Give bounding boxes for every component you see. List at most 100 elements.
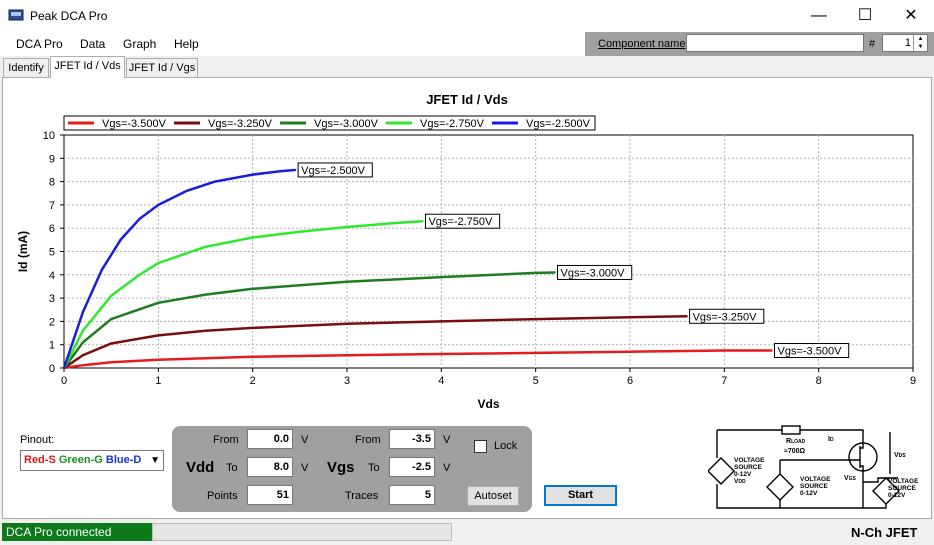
series-point xyxy=(440,275,443,279)
vgs-to-unit: V xyxy=(443,462,451,474)
vdd-from-input[interactable]: 0.0 xyxy=(247,429,293,449)
close-button[interactable]: ✕ xyxy=(904,7,918,24)
series-point xyxy=(109,317,113,321)
component-name-label[interactable]: Component name xyxy=(598,38,686,50)
pinout-source: Red-S xyxy=(24,454,56,466)
series-point xyxy=(138,273,141,276)
x-tick-label: 3 xyxy=(344,375,350,387)
series-point xyxy=(553,271,556,274)
tab-jfet-id-vgs[interactable]: JFET Id / Vgs xyxy=(126,58,198,77)
vds-label: VDS xyxy=(894,452,906,459)
series-point xyxy=(251,326,254,330)
series-end-label: Vgs=-3.250V xyxy=(693,311,758,323)
series-point xyxy=(81,329,85,332)
menu-help[interactable]: Help xyxy=(174,37,199,51)
minimize-button[interactable]: — xyxy=(811,7,827,24)
y-tick-label: 5 xyxy=(49,247,55,259)
pinout-drain: Blue-D xyxy=(102,454,142,466)
series-point xyxy=(251,287,254,290)
stepper-arrows-icon[interactable]: ▲ ▼ xyxy=(913,35,927,51)
y-axis-label: Id (mA) xyxy=(16,231,30,272)
lock-checkbox[interactable] xyxy=(474,440,487,453)
y-tick-label: 10 xyxy=(43,130,55,142)
series-point xyxy=(157,334,160,337)
series-point xyxy=(251,355,254,359)
series-end-label: Vgs=-3.500V xyxy=(778,346,843,358)
series-point xyxy=(109,360,113,364)
vdd-from-unit: V xyxy=(301,434,309,446)
rload-value: ≈700Ω xyxy=(784,448,806,455)
y-tick-label: 0 xyxy=(49,363,55,375)
pinout-select[interactable]: Red-S Green-G Blue-D ▼ xyxy=(20,450,164,471)
y-tick-label: 3 xyxy=(49,293,55,305)
series-point xyxy=(345,322,349,325)
vdd-from-label: From xyxy=(213,434,239,446)
start-button[interactable]: Start xyxy=(544,485,617,506)
vgs-to-input[interactable]: -2.5 xyxy=(389,457,435,477)
legend-box xyxy=(63,115,596,131)
menu-dca-pro[interactable]: DCA Pro xyxy=(16,37,63,51)
legend-entry: Vgs=-2.500V xyxy=(526,118,591,130)
vdd-source-label: VOLTAGE SOURCE 0-12V VDD xyxy=(734,457,766,485)
lock-label[interactable]: Lock xyxy=(494,440,518,452)
vdd-to-label: To xyxy=(226,462,238,474)
y-tick-label: 6 xyxy=(49,223,55,235)
series-point xyxy=(279,169,283,173)
tab-jfet-id-vds[interactable]: JFET Id / Vds xyxy=(50,56,125,78)
series-point xyxy=(392,221,396,225)
y-tick-label: 4 xyxy=(49,270,55,282)
series-end-label-box xyxy=(557,264,633,280)
y-tick-label: 9 xyxy=(49,153,55,165)
menu-graph[interactable]: Graph xyxy=(123,37,157,51)
chart-title: JFET Id / Vds xyxy=(426,92,508,107)
x-tick-label: 1 xyxy=(155,375,161,387)
x-tick-label: 6 xyxy=(627,375,633,387)
y-tick-label: 2 xyxy=(49,316,55,328)
series-point xyxy=(185,189,188,193)
series-point xyxy=(157,358,160,362)
series-end-label-box xyxy=(297,162,373,178)
pinout-label: Pinout: xyxy=(20,434,55,446)
x-tick-label: 4 xyxy=(438,375,444,387)
series-point xyxy=(440,352,443,356)
vdd-to-input[interactable]: 8.0 xyxy=(247,457,293,477)
points-input[interactable]: 51 xyxy=(247,485,293,505)
vgs-from-input[interactable]: -3.5 xyxy=(389,429,435,449)
series-point xyxy=(204,329,207,332)
series-point xyxy=(534,351,537,355)
series-point xyxy=(345,225,349,229)
x-tick-label: 5 xyxy=(533,375,539,387)
series-point xyxy=(157,301,160,304)
tab-identify[interactable]: Identify xyxy=(3,58,49,77)
series-point xyxy=(157,261,160,265)
x-tick-label: 2 xyxy=(250,375,256,387)
series-end-label-box xyxy=(689,308,765,324)
series-point xyxy=(685,315,688,318)
component-number-label: # xyxy=(869,38,876,50)
x-tick-label: 7 xyxy=(721,375,727,387)
series-point xyxy=(204,245,207,249)
autoset-button[interactable]: Autoset xyxy=(467,486,519,506)
y-tick-label: 8 xyxy=(49,177,55,189)
series-point xyxy=(723,349,726,352)
component-name-input[interactable] xyxy=(686,34,864,52)
series-point xyxy=(251,236,254,239)
series-point xyxy=(109,294,113,297)
series-point xyxy=(421,220,424,223)
chevron-down-icon[interactable]: ▼ xyxy=(150,455,160,466)
component-number-value: 1 xyxy=(904,37,911,49)
traces-input[interactable]: 5 xyxy=(389,485,435,505)
series-end-label: Vgs=-3.000V xyxy=(561,267,626,279)
series-end-label-box xyxy=(774,343,850,359)
connection-status: DCA Pro connected xyxy=(2,523,152,541)
menu-data[interactable]: Data xyxy=(80,37,106,51)
component-number-stepper[interactable]: 1 ▲ ▼ xyxy=(882,34,928,52)
maximize-button[interactable]: ☐ xyxy=(857,7,873,24)
series-point xyxy=(345,353,349,357)
legend-entry: Vgs=-3.000V xyxy=(314,118,379,130)
legend-entry: Vgs=-3.250V xyxy=(208,118,273,130)
vgs-to-label: To xyxy=(368,462,380,474)
vdd-to-unit: V xyxy=(301,462,309,474)
series-point xyxy=(81,310,85,314)
